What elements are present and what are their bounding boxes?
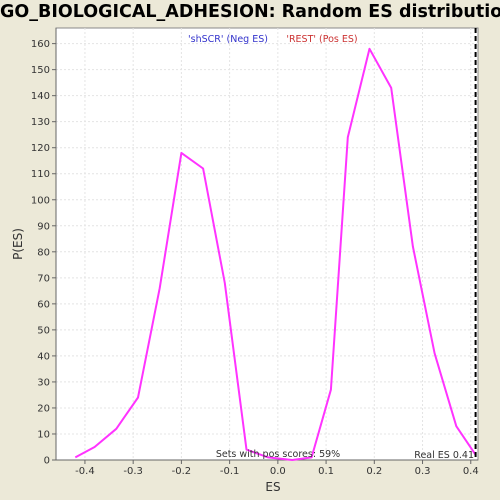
y-tick-label: 80 (37, 247, 50, 258)
y-tick-label: 60 (37, 299, 50, 310)
x-axis-label: ES (265, 480, 280, 494)
y-tick-label: 110 (31, 169, 50, 180)
y-tick-label: 20 (37, 403, 50, 414)
y-ticks: 0 10 20 30 40 50 60 70 80 90 100 110 120 130 140 150 160 (31, 39, 56, 467)
series-line (74, 47, 477, 461)
x-tick-label: -0.2 (172, 466, 192, 477)
y-tick-label: 150 (31, 65, 50, 76)
y-tick-label: 10 (37, 429, 50, 440)
real-es-label: Real ES 0.41 (414, 450, 474, 461)
x-tick-label: 0.2 (366, 466, 382, 477)
series-layer (74, 47, 477, 461)
legend-neg: 'shSCR' (Neg ES) (188, 34, 268, 45)
y-tick-label: 50 (37, 325, 50, 336)
plot-area (55, 27, 479, 461)
y-tick-label: 140 (31, 91, 50, 102)
x-tick-label: -0.4 (75, 466, 95, 477)
y-tick-label: 130 (31, 117, 50, 128)
x-tick-label: -0.3 (123, 466, 143, 477)
y-tick-label: 30 (37, 377, 50, 388)
y-axis-label: P(ES) (11, 228, 25, 260)
y-tick-label: 40 (37, 351, 50, 362)
x-tick-label: -0.1 (220, 466, 240, 477)
legend-pos: 'REST' (Pos ES) (286, 34, 357, 45)
chart-title: GO_BIOLOGICAL_ADHESION: Random ES distri… (0, 2, 500, 22)
y-tick-label: 160 (31, 39, 50, 50)
y-tick-label: 120 (31, 143, 50, 154)
x-ticks: -0.4 -0.3 -0.2 -0.1 0.0 0.1 0.2 0.3 0.4 (75, 460, 479, 477)
grid (56, 28, 478, 461)
y-tick-label: 90 (37, 221, 50, 232)
x-tick-label: 0.3 (415, 466, 431, 477)
y-tick-label: 0 (44, 456, 50, 467)
y-tick-label: 100 (31, 195, 50, 206)
x-tick-label: 0.0 (270, 466, 286, 477)
x-tick-label: 0.1 (318, 466, 334, 477)
annotation-text: Sets with pos scores: 59% (216, 449, 340, 460)
y-tick-label: 70 (37, 273, 50, 284)
x-tick-label: 0.4 (463, 466, 479, 477)
